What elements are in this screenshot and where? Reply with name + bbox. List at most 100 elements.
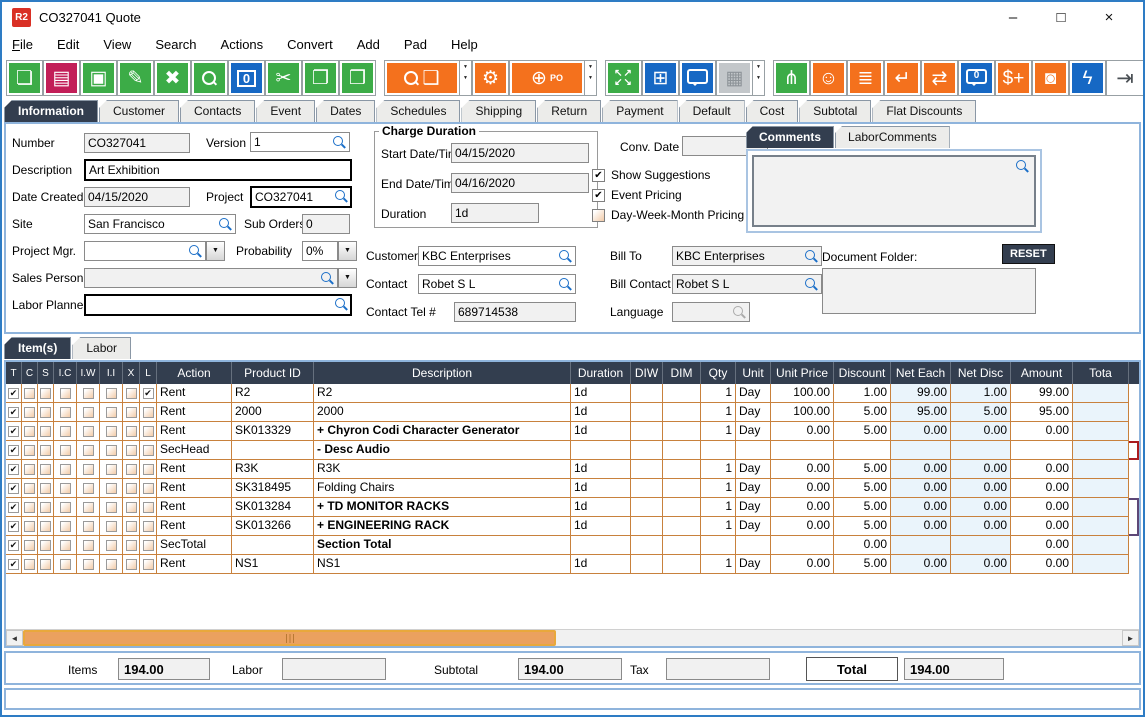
items-tab-labor[interactable]: Labor [72,337,132,359]
checkbox-unchecked[interactable] [82,425,94,437]
table-row[interactable]: ✔ Rent SK013266 + ENGINEERING RACK 1d 1 Day 0.0… [6,517,1139,536]
table-row[interactable]: ✔ ✔ Rent R2 R2 1d 1 Day 100.00 1.00 99.00 1.00 99.00 [6,384,1139,403]
checkbox-checked[interactable]: ✔ [8,482,19,494]
checkbox-unchecked[interactable] [59,387,71,399]
labor-planner-field[interactable] [84,294,352,316]
minimize-button[interactable]: – [1008,8,1018,26]
checkbox-unchecked[interactable] [59,444,71,456]
probability-dropdown[interactable]: ▼ [338,241,357,261]
total-field[interactable] [904,658,1004,680]
tax-field[interactable] [666,658,770,680]
exit-button[interactable]: ⇥ [1106,60,1143,96]
contact-search-icon[interactable] [559,278,572,291]
end-date-field[interactable] [451,173,589,193]
checkbox-unchecked[interactable] [142,425,154,437]
project-field[interactable] [250,186,352,208]
comments-search-icon[interactable] [1016,160,1029,173]
option-event-pricing[interactable]: ✔ Event Pricing [592,188,682,202]
checkbox-unchecked[interactable] [142,501,154,513]
checkbox-unchecked[interactable] [24,425,35,437]
checkbox-unchecked[interactable] [40,406,51,418]
return-button[interactable]: ↵ [884,60,921,96]
cut-button[interactable]: ✂ [265,60,302,96]
tab-flat-discounts[interactable]: Flat Discounts [872,100,977,122]
scroll-thumb[interactable] [23,630,556,646]
checkbox-unchecked[interactable] [82,482,94,494]
close-button[interactable]: × [1104,8,1114,26]
tab-default[interactable]: Default [678,100,745,122]
checkbox-unchecked[interactable] [59,406,71,418]
sales-person-search-icon[interactable] [321,272,334,285]
bill-to-field[interactable] [672,246,822,266]
checkbox-unchecked[interactable] [82,520,94,532]
checkbox-unchecked[interactable] [105,558,117,570]
bill-to-search-icon[interactable] [805,250,818,263]
exchange-button[interactable]: ⇄ [921,60,958,96]
maximize-button[interactable]: □ [1056,8,1066,26]
menu-pad[interactable]: Pad [403,37,427,52]
checkbox-unchecked[interactable] [125,387,137,399]
checkbox-checked[interactable]: ✔ [592,168,605,182]
checkbox-unchecked[interactable] [82,558,94,570]
tab-schedules[interactable]: Schedules [376,100,461,122]
scroll-right-arrow[interactable]: ► [1122,630,1139,646]
tab-subtotal[interactable]: Subtotal [799,100,872,122]
menu-help[interactable]: Help [450,37,478,52]
checkbox-unchecked[interactable] [105,425,117,437]
checkbox-unchecked[interactable] [105,501,117,513]
checkbox-unchecked[interactable] [24,387,35,399]
comments-box[interactable] [752,155,1036,227]
subtotal-field[interactable] [518,658,622,680]
checkbox-unchecked[interactable] [82,463,94,475]
checkbox-unchecked[interactable] [40,425,51,437]
delete-button[interactable]: ✖ [154,60,191,96]
checkbox-unchecked[interactable] [142,558,154,570]
checkbox-unchecked[interactable] [40,501,51,513]
checkbox-unchecked[interactable] [40,482,51,494]
checkbox-unchecked[interactable] [24,406,35,418]
checkbox-unchecked[interactable] [59,482,71,494]
flash-button[interactable]: ϟ [1069,60,1106,96]
tab-shipping[interactable]: Shipping [461,100,537,122]
checkbox-unchecked[interactable] [592,208,605,222]
paste-button[interactable]: ❒ [339,60,376,96]
sales-person-dropdown[interactable]: ▼ [338,268,357,288]
tab-cost[interactable]: Cost [745,100,799,122]
checkbox-checked[interactable]: ✔ [8,558,19,570]
checkbox-unchecked[interactable] [24,520,35,532]
sub-orders-field[interactable] [302,214,350,234]
smiley-button[interactable]: ☺ [810,60,847,96]
tab-contacts[interactable]: Contacts [180,100,256,122]
checkbox-unchecked[interactable] [59,501,71,513]
checkbox-unchecked[interactable] [105,387,117,399]
tab-information[interactable]: Information [4,100,98,122]
tab-dates[interactable]: Dates [316,100,376,122]
table-row[interactable]: ✔ Rent SK013284 + TD MONITOR RACKS 1d 1 Day 0.0… [6,498,1139,517]
search-product-button[interactable]: ❑ [384,60,460,96]
checkbox-unchecked[interactable] [142,520,154,532]
bill-contact-field[interactable] [672,274,822,294]
checkbox-unchecked[interactable] [82,501,94,513]
checkbox-unchecked[interactable] [105,444,117,456]
checkbox-unchecked[interactable] [40,539,51,551]
checkbox-unchecked[interactable] [40,444,51,456]
version-field[interactable] [250,132,350,152]
checkbox-unchecked[interactable] [142,406,154,418]
checkbox-unchecked[interactable] [82,387,94,399]
menu-search[interactable]: Search [155,37,197,52]
project-mgr-search-icon[interactable] [189,245,202,258]
probability-field[interactable] [302,241,338,261]
calendar-button-dropdown[interactable]: ▼ ▼ [753,60,765,96]
table-row[interactable]: ✔ Rent NS1 NS1 1d 1 Day 0.00 5.00 0.00 0.00 0.00 [6,555,1139,574]
menu-actions[interactable]: Actions [220,37,264,52]
checkbox-unchecked[interactable] [59,520,71,532]
checkbox-unchecked[interactable] [24,444,35,456]
checkbox-unchecked[interactable] [125,482,137,494]
comments-tab-laborcomments[interactable]: LaborComments [835,126,950,148]
menu-add[interactable]: Add [356,37,380,52]
bill-contact-search-icon[interactable] [805,278,818,291]
project-mgr-field[interactable] [84,241,206,261]
menu-file[interactable]: File [12,37,33,52]
checkbox-unchecked[interactable] [24,501,35,513]
site-search-icon[interactable] [219,218,232,231]
